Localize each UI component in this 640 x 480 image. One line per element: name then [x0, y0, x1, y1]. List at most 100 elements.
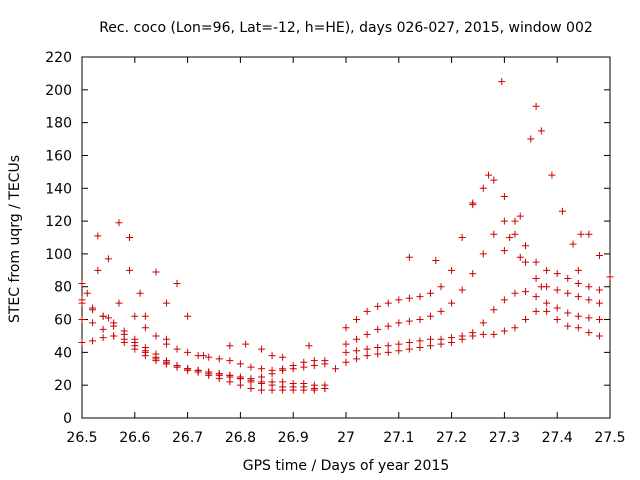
data-point — [585, 296, 593, 304]
data-point — [162, 335, 170, 343]
data-point — [537, 283, 545, 291]
data-point — [395, 340, 403, 348]
data-point — [405, 294, 413, 302]
x-tick-label: 27.5 — [594, 430, 625, 446]
y-tick-label: 80 — [54, 280, 72, 296]
data-point — [342, 340, 350, 348]
data-point — [469, 270, 477, 278]
data-point — [94, 232, 102, 240]
data-point — [416, 316, 424, 324]
data-point — [384, 342, 392, 350]
data-point — [78, 279, 86, 287]
data-point — [405, 345, 413, 353]
y-tick-label: 60 — [54, 313, 72, 329]
data-point — [569, 240, 577, 248]
data-point — [416, 343, 424, 351]
y-tick-label: 20 — [54, 378, 72, 394]
data-point — [242, 340, 250, 348]
data-point — [141, 312, 149, 320]
data-point — [184, 348, 192, 356]
data-point — [126, 266, 134, 274]
data-point — [558, 207, 566, 215]
x-tick-label: 26.6 — [119, 430, 150, 446]
data-point — [353, 335, 361, 343]
data-point — [99, 312, 107, 320]
data-point — [131, 345, 139, 353]
data-point — [99, 325, 107, 333]
data-point — [511, 230, 519, 238]
data-point — [577, 230, 585, 238]
data-point — [247, 384, 255, 392]
y-tick-label: 40 — [54, 345, 72, 361]
data-point — [310, 357, 318, 365]
data-point — [500, 217, 508, 225]
data-point — [342, 324, 350, 332]
data-point — [498, 78, 506, 86]
data-point — [395, 319, 403, 327]
data-point — [511, 217, 519, 225]
data-point — [595, 332, 603, 340]
data-point — [479, 184, 487, 192]
data-point — [268, 366, 276, 374]
data-point — [516, 212, 524, 220]
data-point — [205, 353, 213, 361]
data-point — [500, 296, 508, 304]
data-point — [300, 383, 308, 391]
data-point — [152, 332, 160, 340]
y-tick-label: 0 — [63, 411, 72, 427]
data-point — [173, 279, 181, 287]
data-point — [353, 316, 361, 324]
y-tick-label: 200 — [45, 83, 72, 99]
x-tick-label: 27.2 — [436, 430, 467, 446]
data-point — [89, 304, 97, 312]
data-point — [89, 337, 97, 345]
data-point — [384, 322, 392, 330]
data-point — [268, 381, 276, 389]
data-point — [236, 381, 244, 389]
data-point — [553, 304, 561, 312]
data-point — [606, 273, 614, 281]
data-point — [522, 288, 530, 296]
data-point — [405, 339, 413, 347]
data-point — [395, 296, 403, 304]
data-point — [574, 312, 582, 320]
data-point — [490, 306, 498, 314]
data-point — [384, 299, 392, 307]
data-point — [564, 289, 572, 297]
data-point — [374, 343, 382, 351]
chart-title: Rec. coco (Lon=96, Lat=-12, h=HE), days … — [99, 20, 593, 36]
data-point — [426, 335, 434, 343]
x-tick-label: 26.9 — [278, 430, 309, 446]
data-point — [141, 324, 149, 332]
data-point — [268, 352, 276, 360]
data-point — [532, 258, 540, 266]
data-point — [437, 307, 445, 315]
data-point — [342, 358, 350, 366]
data-point — [479, 250, 487, 258]
data-point — [215, 370, 223, 378]
data-point — [120, 339, 128, 347]
data-point — [331, 365, 339, 373]
data-point — [353, 347, 361, 355]
data-point — [136, 289, 144, 297]
data-point — [236, 375, 244, 383]
data-point — [553, 316, 561, 324]
data-point — [363, 330, 371, 338]
y-tick-label: 140 — [45, 181, 72, 197]
data-point — [522, 258, 530, 266]
data-point — [437, 283, 445, 291]
data-point — [595, 316, 603, 324]
data-point — [78, 316, 86, 324]
data-point — [289, 383, 297, 391]
data-point — [437, 340, 445, 348]
data-point — [527, 135, 535, 143]
data-point — [405, 317, 413, 325]
data-point — [258, 380, 266, 388]
data-point — [458, 335, 466, 343]
data-point — [115, 299, 123, 307]
x-axis-ticks: 26.5 26.6 26.7 26.8 26.9 27 27.1 27.2 27.3 27.4 27… — [66, 57, 626, 446]
data-point — [289, 361, 297, 369]
data-point — [448, 299, 456, 307]
data-point — [279, 353, 287, 361]
data-point — [99, 334, 107, 342]
